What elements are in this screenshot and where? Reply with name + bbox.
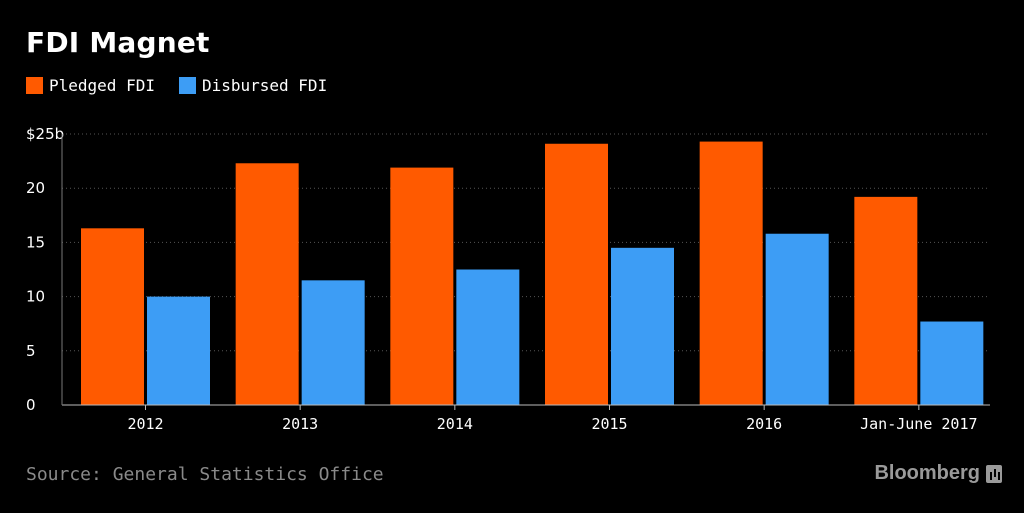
bar-disbursed-2 — [456, 269, 520, 405]
y-tick-label: 0 — [26, 396, 36, 414]
bar-pledged-0 — [81, 228, 144, 405]
y-tick-label: 15 — [26, 233, 45, 251]
bar-pledged-2 — [390, 167, 454, 405]
bar-disbursed-4 — [765, 233, 829, 405]
x-tick-label: 2012 — [127, 415, 163, 433]
legend: Pledged FDI Disbursed FDI — [26, 76, 351, 95]
chart-title: FDI Magnet — [26, 26, 210, 59]
x-tick-label: 2014 — [437, 415, 473, 433]
y-tick-label: $25b — [26, 125, 64, 143]
bar-disbursed-1 — [301, 280, 365, 405]
legend-swatch-disbursed — [178, 77, 196, 94]
legend-item-disbursed: Disbursed FDI — [178, 76, 328, 95]
brand: Bloomberg — [874, 462, 1002, 485]
bar-pledged-5 — [854, 196, 918, 405]
bar-disbursed-5 — [920, 321, 984, 405]
bar-pledged-1 — [235, 163, 299, 405]
x-tick-label: Jan-June 2017 — [860, 415, 977, 433]
source-note: Source: General Statistics Office — [26, 464, 384, 485]
legend-item-pledged: Pledged FDI — [26, 76, 155, 95]
bar-pledged-4 — [699, 141, 763, 405]
bar-disbursed-0 — [147, 296, 210, 405]
brand-name: Bloomberg — [874, 462, 980, 484]
bar-pledged-3 — [545, 143, 608, 406]
bar-disbursed-3 — [611, 247, 674, 405]
y-tick-label: 20 — [26, 179, 45, 197]
y-tick-label: 5 — [26, 342, 36, 360]
legend-label-disbursed: Disbursed FDI — [201, 76, 328, 95]
legend-swatch-pledged — [26, 77, 43, 94]
y-tick-label: 10 — [26, 288, 45, 306]
x-tick-label: 2015 — [591, 415, 627, 433]
bloomberg-logo-icon — [986, 464, 1002, 483]
x-tick-label: 2013 — [282, 415, 318, 433]
x-tick-label: 2016 — [746, 415, 782, 433]
legend-label-pledged: Pledged FDI — [49, 76, 155, 95]
